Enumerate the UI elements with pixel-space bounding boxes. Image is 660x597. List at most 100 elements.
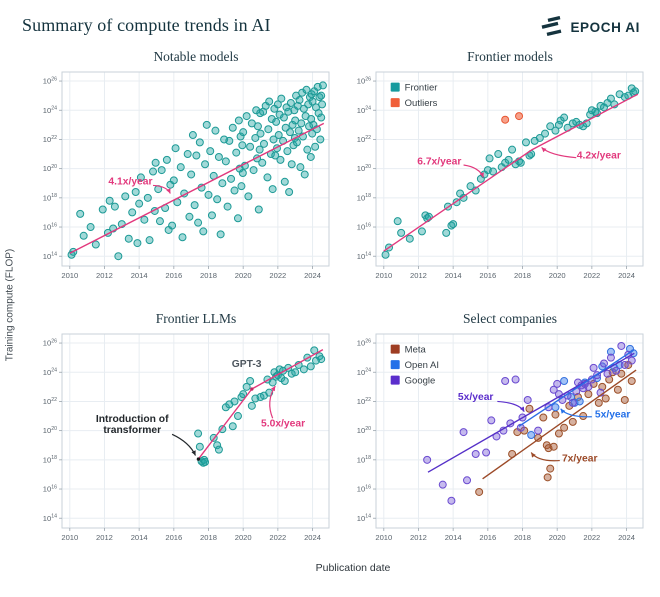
legend-label: Open AI	[405, 360, 439, 371]
chart-cell-notable-models: Notable models 2010 2012 2014 2016 2018 2020 2…	[34, 48, 334, 282]
series-outliers	[501, 112, 524, 124]
x-tick-label: 2014	[131, 271, 148, 280]
y-tick-label: 1020	[357, 426, 371, 435]
y-tick-label: 1014	[357, 514, 371, 523]
y-tick-label: 1022	[43, 135, 57, 144]
trend-lines	[383, 93, 639, 252]
annotation-arrow	[497, 400, 525, 413]
annotation-label: 5x/year	[595, 409, 631, 420]
chart-title-frontier-llms: Frontier LLMs	[155, 311, 237, 326]
x-tick-label: 2018	[514, 533, 531, 542]
annotation-arrowhead	[519, 406, 525, 412]
y-tick-label: 1026	[357, 338, 371, 347]
chart-cell-frontier-llms: Frontier LLMs 2010 2012 2014 2016 2018 2020 20…	[34, 310, 334, 544]
scatter-plot-select-companies: 2010 2012 2014 2016 2018 2020 2022 2024 1014 1016…	[357, 333, 644, 542]
x-tick-label: 2020	[549, 271, 566, 280]
epoch-ai-logo: EPOCH AI	[539, 16, 640, 38]
x-tick-label: 2014	[445, 533, 462, 542]
x-tick-label: 2012	[410, 271, 427, 280]
y-tick-label: 1022	[357, 135, 371, 144]
x-tick-label: 2010	[375, 271, 392, 280]
y-axis-label: Training compute (FLOP)	[4, 248, 16, 362]
y-tick-label: 1016	[357, 484, 371, 493]
annotation-arrowhead	[560, 408, 566, 414]
annotations: GPT-3 Introduction of transformer 5.0x/year	[96, 359, 305, 456]
x-tick-label: 2022	[269, 271, 286, 280]
annotation-arrow	[541, 147, 577, 159]
y-tick-label: 1024	[43, 368, 57, 377]
y-tick-label: 1024	[357, 368, 371, 377]
gpt-3-point	[250, 387, 254, 391]
scatter-plot-frontier-llms: 2010 2012 2014 2016 2018 2020 2022 2024 1014 1016…	[43, 333, 330, 542]
y-tick-label: 1016	[43, 484, 57, 493]
axis-tick-labels: 2010 2012 2014 2016 2018 2020 2022 2024 1014 1016…	[357, 338, 635, 542]
y-tick-label: 1026	[43, 338, 57, 347]
x-tick-label: 2022	[583, 271, 600, 280]
legend-swatch-meta	[390, 344, 400, 354]
chart-title-select-companies: Select companies	[462, 311, 558, 326]
annotation-arrowhead	[541, 147, 547, 153]
annotation-arrowhead	[531, 452, 536, 458]
y-tick-label: 1026	[357, 76, 371, 85]
x-tick-label: 2016	[479, 533, 496, 542]
scatter-plot-frontier-models: 2010 2012 2014 2016 2018 2020 2022 2024 1014 1016…	[357, 71, 644, 280]
y-tick-label: 1018	[43, 193, 57, 202]
annotations: 5x/year 5x/year 7x/year	[458, 392, 630, 464]
annotation-label: 4.1x/year	[108, 177, 152, 188]
annotation-label: GPT-3	[232, 359, 262, 370]
x-tick-label: 2024	[304, 271, 321, 280]
x-tick-label: 2010	[61, 271, 78, 280]
x-tick-label: 2016	[479, 271, 496, 280]
chart-title-frontier-models: Frontier models	[467, 49, 553, 64]
page-title: Summary of compute trends in AI	[22, 15, 271, 35]
x-tick-label: 2016	[165, 271, 182, 280]
y-tick-label: 1014	[43, 252, 57, 261]
y-tick-label: 1016	[43, 222, 57, 231]
series-google	[423, 341, 636, 505]
axis-tick-labels: 2010 2012 2014 2016 2018 2020 2022 2024 1014 1016…	[43, 76, 321, 280]
x-tick-label: 2024	[304, 533, 321, 542]
annotation-label: 5.0x/year	[261, 418, 305, 429]
y-tick-label: 1020	[357, 164, 371, 173]
transformer-point	[196, 457, 201, 461]
x-tick-label: 2018	[514, 271, 531, 280]
x-tick-label: 2020	[235, 533, 252, 542]
x-tick-label: 2020	[235, 271, 252, 280]
annotations: 4.1x/year	[108, 177, 171, 194]
chart-title-notable-models: Notable models	[153, 49, 239, 64]
annotations: 6.7x/year 4.2x/year	[417, 147, 621, 178]
legend-swatch-frontier	[390, 82, 400, 92]
y-tick-label: 1014	[43, 514, 57, 523]
trend-lines	[69, 122, 325, 254]
annotation-label: 7x/year	[562, 453, 598, 464]
chart-cell-select-companies: Select companies 2010 2012 2014 2016 2018 202…	[348, 310, 648, 544]
x-tick-label: 2022	[583, 533, 600, 542]
charts-grid: Notable models 2010 2012 2014 2016 2018 2020 2…	[34, 48, 648, 544]
epoch-logo-text: EPOCH AI	[570, 19, 640, 35]
x-tick-label: 2014	[131, 533, 148, 542]
x-tick-label: 2022	[269, 533, 286, 542]
axis-tick-labels: 2010 2012 2014 2016 2018 2020 2022 2024 1014 1016…	[43, 338, 321, 542]
y-tick-label: 1014	[357, 252, 371, 261]
scatter-points	[423, 341, 638, 505]
y-tick-label: 1022	[357, 397, 371, 406]
trend-lines	[427, 349, 637, 480]
x-tick-label: 2012	[96, 533, 113, 542]
scatter-points	[67, 81, 327, 261]
epoch-logo-icon	[542, 16, 562, 37]
x-tick-label: 2014	[445, 271, 462, 280]
annotation-label: 6.7x/year	[417, 156, 461, 167]
annotation-arrowhead	[479, 172, 484, 178]
scatter-points	[381, 84, 640, 259]
legend-label: Outliers	[405, 98, 438, 109]
x-tick-label: 2016	[165, 533, 182, 542]
x-tick-label: 2024	[618, 271, 635, 280]
gridlines	[376, 334, 643, 528]
x-axis-label: Publication date	[315, 562, 391, 574]
series-frontier	[381, 84, 640, 259]
scatter-plot-notable-models: 2010 2012 2014 2016 2018 2020 2022 2024 1014 1016…	[43, 71, 330, 280]
legend-swatch-google	[390, 375, 400, 385]
x-tick-label: 2010	[375, 533, 392, 542]
x-tick-label: 2018	[200, 271, 217, 280]
